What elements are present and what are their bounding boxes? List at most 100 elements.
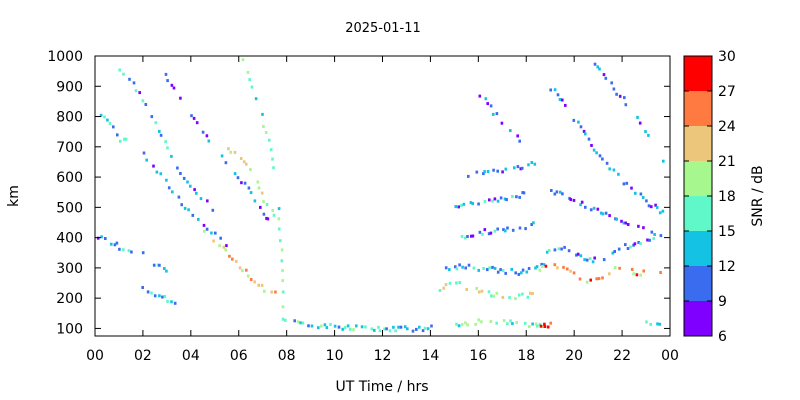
echo-point-175 (343, 326, 347, 330)
echo-point-374 (617, 247, 621, 251)
echo-point-348 (613, 266, 617, 269)
echo-point-320 (502, 319, 506, 323)
echo-point-245 (517, 272, 521, 276)
echo-point-340 (572, 271, 576, 275)
y-tick-label-6: 700 (56, 140, 83, 156)
echo-point-91 (158, 263, 161, 267)
echo-point-33 (170, 154, 173, 158)
echo-point-76 (177, 195, 181, 199)
echo-point-34 (176, 166, 179, 170)
echo-point-305 (519, 167, 523, 171)
echo-point-203 (442, 286, 445, 290)
echo-point-315 (474, 322, 477, 326)
colorbar-tick-label-8: 30 (718, 49, 736, 65)
echo-point-371 (602, 258, 606, 262)
x-tick-label-2: 04 (182, 348, 200, 364)
echo-point-18 (130, 250, 133, 254)
echo-point-163 (299, 321, 302, 325)
echo-point-382 (646, 238, 649, 242)
echo-point-304 (516, 165, 520, 169)
echo-point-388 (559, 190, 562, 194)
echo-point-113 (241, 269, 244, 273)
echo-point-312 (460, 323, 464, 327)
echo-point-460 (638, 121, 642, 125)
y-tick-label-9: 1000 (47, 49, 83, 65)
echo-point-140 (280, 259, 284, 263)
echo-point-242 (504, 271, 507, 275)
echo-point-111 (235, 259, 238, 263)
echo-point-16 (122, 248, 125, 252)
echo-point-367 (585, 258, 589, 262)
echo-point-106 (218, 244, 221, 248)
echo-point-35 (179, 172, 182, 175)
echo-point-448 (593, 62, 597, 66)
echo-point-86 (219, 236, 222, 240)
echo-point-409 (637, 224, 640, 228)
echo-point-463 (662, 159, 665, 163)
echo-point-234 (482, 267, 485, 270)
echo-point-445 (655, 205, 659, 209)
echo-point-283 (491, 199, 494, 203)
echo-point-252 (540, 262, 543, 266)
echo-point-100 (163, 295, 167, 298)
echo-point-265 (496, 227, 499, 231)
echo-point-143 (281, 290, 285, 294)
echo-point-56 (224, 161, 228, 165)
echo-point-21 (128, 77, 131, 81)
echo-point-66 (265, 216, 268, 220)
echo-point-264 (493, 229, 497, 233)
echo-point-235 (486, 268, 489, 272)
echo-point-450 (598, 67, 601, 71)
echo-point-172 (333, 324, 337, 328)
colorbar-band-3 (684, 196, 712, 231)
echo-point-117 (253, 280, 256, 284)
echo-point-112 (238, 266, 242, 270)
echo-point-360 (560, 247, 563, 251)
echo-point-200 (426, 327, 430, 331)
echo-point-402 (608, 214, 611, 218)
echo-point-424 (584, 132, 587, 136)
colorbar-tick-label-3: 15 (718, 224, 736, 240)
echo-point-404 (615, 217, 618, 221)
echo-point-321 (506, 322, 509, 326)
echo-point-136 (277, 217, 281, 221)
echo-point-288 (505, 198, 508, 202)
echo-point-407 (624, 221, 627, 225)
echo-point-281 (483, 200, 487, 203)
echo-point-472 (516, 134, 519, 138)
x-tick-label-10: 20 (565, 348, 583, 364)
echo-point-2 (106, 118, 109, 122)
colorbar-tick-label-4: 18 (718, 189, 736, 205)
echo-point-29 (158, 129, 161, 133)
echo-point-435 (622, 182, 626, 186)
echo-point-92 (163, 267, 166, 270)
echo-point-452 (604, 76, 608, 80)
echo-point-426 (590, 144, 593, 147)
y-tick-label-1: 200 (56, 291, 83, 307)
x-tick-label-8: 16 (469, 348, 487, 364)
echo-point-209 (475, 287, 478, 290)
x-tick-label-4: 08 (278, 348, 296, 364)
echo-point-278 (469, 201, 473, 205)
echo-point-351 (632, 272, 635, 276)
echo-point-328 (534, 322, 538, 326)
echo-point-88 (141, 251, 145, 255)
y-tick-label-0: 100 (56, 321, 83, 337)
echo-point-228 (458, 263, 461, 267)
echo-point-408 (626, 223, 630, 226)
echo-point-350 (630, 267, 634, 271)
echo-point-239 (496, 270, 500, 274)
echo-point-250 (534, 266, 537, 270)
echo-point-42 (206, 199, 209, 203)
echo-point-118 (257, 283, 260, 287)
echo-point-354 (642, 269, 645, 273)
echo-point-184 (377, 325, 380, 329)
echo-point-77 (180, 203, 183, 207)
echo-point-256 (466, 235, 469, 238)
echo-point-389 (561, 192, 564, 196)
echo-point-196 (415, 327, 418, 331)
echo-point-479 (645, 320, 648, 324)
echo-point-373 (613, 250, 616, 253)
echo-point-126 (250, 85, 254, 89)
echo-point-5 (116, 133, 119, 137)
